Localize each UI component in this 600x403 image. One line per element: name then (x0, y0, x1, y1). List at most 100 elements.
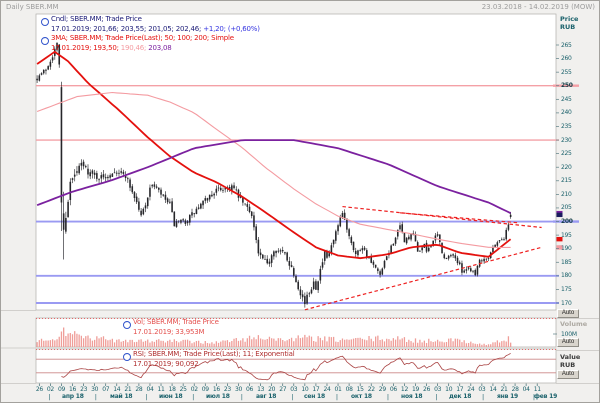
x-axis-month-label: ноя 18 (401, 393, 423, 400)
x-axis-month-separator: | (386, 392, 390, 401)
x-axis-month-label: дек 18 (449, 393, 472, 400)
x-axis-week-label: 12 (400, 385, 408, 393)
volume-auto-button[interactable]: Auto (557, 338, 579, 347)
price-axis-currency: RUB (560, 23, 576, 31)
axis-last-value-markers (556, 210, 563, 250)
x-axis-month-label: окт 18 (351, 393, 372, 400)
moving-average-100 (36, 91, 511, 248)
x-axis-week-label: 08 (345, 385, 353, 393)
price-auto-button[interactable]: Auto (557, 309, 579, 318)
x-axis-ticks (38, 383, 538, 386)
x-axis-week-label: 25 (179, 385, 187, 393)
candle-series-menu-icon[interactable]: ^ (41, 18, 49, 26)
ma-series-menu-icon[interactable]: ^ (41, 37, 49, 46)
rsi-legend-value: 17.01.2019; 90,092 (133, 359, 199, 368)
x-axis-month-label: май 18 (110, 393, 133, 400)
x-axis-week-label: 24 (467, 385, 475, 393)
x-axis-week-label: 04 (522, 385, 530, 393)
x-axis-week-label: 27 (279, 385, 287, 393)
panel-backgrounds (1, 13, 599, 384)
price-tick-label: 180 (561, 272, 572, 280)
x-axis-week-label: 01 (334, 385, 342, 393)
x-axis-month-separator: | (94, 392, 97, 401)
x-axis-month-separator: | (481, 392, 485, 401)
x-axis-week-label: 04 (146, 385, 154, 393)
chart-titlebar: Daily SBER.MM 23.03.2018 - 14.02.2019 (M… (1, 1, 599, 13)
rsi-series-menu-icon[interactable]: ^ (123, 353, 131, 361)
x-axis-week-label: 13 (257, 385, 265, 393)
x-axis-week-label: 30 (234, 385, 242, 393)
x-axis-week-label: 16 (69, 385, 77, 393)
price-axis-header: Price RUB (560, 15, 578, 31)
x-axis-week-label: 21 (124, 385, 132, 393)
ma50-last-value: 193,50; (93, 43, 119, 52)
x-axis-week-label: 22 (367, 385, 375, 393)
ma100-last-value: 190,46; (120, 43, 147, 52)
x-axis-week-label: 02 (190, 385, 198, 393)
volume-series-menu-icon[interactable]: ^ (123, 321, 131, 329)
price-tick-label: 215 (561, 177, 572, 185)
price-tick-label: 200 (561, 218, 573, 226)
rsi-axis-label-value: Value (560, 353, 581, 361)
x-axis-week-label: 18 (168, 385, 176, 393)
x-axis-week-label: 11 (533, 385, 541, 393)
x-axis-week-label: 29 (378, 385, 386, 393)
candlestick-series (36, 42, 512, 308)
price-tick-label: 175 (561, 285, 572, 293)
x-axis-month-separator: | (291, 392, 294, 401)
x-axis-week-label: 26 (423, 385, 431, 393)
price-tick-label: 230 (561, 136, 572, 144)
x-axis-week-label: 07 (102, 385, 110, 393)
x-axis-month-label: авг 18 (256, 393, 277, 400)
price-tick-label: 255 (561, 68, 572, 76)
price-tick-label: 225 (561, 150, 572, 158)
price-tick-label: 195 (561, 231, 572, 239)
price-tick-label: 205 (561, 204, 572, 212)
x-axis-month-separator: | (532, 392, 536, 401)
price-axis-ticks (556, 44, 559, 304)
x-axis-month-separator: | (192, 392, 195, 401)
x-axis-month-separator: | (435, 392, 438, 401)
x-axis-week-label: 06 (246, 385, 254, 393)
x-axis-month-separator: | (240, 392, 243, 401)
rsi-legend-title: RSI; SBER.MM; Trade Price(Last); 11; Exp… (133, 350, 295, 358)
candle-legend-title: Cndl; SBER.MM; Trade Price (51, 15, 142, 23)
price-tick-label: 245 (561, 95, 572, 103)
rsi-auto-button[interactable]: Auto (557, 370, 579, 379)
price-tick-label: 235 (561, 122, 572, 130)
x-axis-month-separator: | (335, 392, 339, 401)
x-axis-week-label: 17 (456, 385, 464, 393)
candle-legend-values: 17.01.2019; 201,66; 203,55; 201,05; 202,… (51, 24, 202, 33)
x-axis-week-label: 14 (489, 385, 497, 393)
x-axis-week-label: 28 (511, 385, 519, 393)
price-tick-label: 210 (561, 190, 572, 198)
x-axis-week-label: 16 (212, 385, 220, 393)
volume-legend-title: Vol; SBER.MM; Trade Price (133, 318, 219, 326)
x-axis-month-label: янв 19 (497, 393, 519, 400)
price-tick-label: 250 (561, 82, 573, 90)
ma200-last-value: 203,08 (148, 43, 172, 52)
volume-axis-label: Volume (560, 320, 588, 328)
x-axis-week-label: 19 (411, 385, 420, 393)
x-axis-week-label: 09 (201, 385, 209, 393)
rsi-axis-label-currency: RUB (560, 361, 576, 369)
x-axis-month-separator: | (48, 392, 51, 401)
x-axis-week-label: 17 (312, 385, 320, 393)
x-axis-week-label: 10 (301, 385, 309, 393)
x-axis-week-label: 02 (46, 385, 54, 393)
x-axis-week-label: 23 (223, 385, 231, 393)
rsi-legend: ^ RSI; SBER.MM; Trade Price(Last); 11; Ex… (123, 350, 295, 369)
x-axis-week-label: 24 (323, 385, 331, 393)
x-axis-week-label: 28 (135, 385, 143, 393)
trendlines (304, 205, 542, 311)
price-tick-label: 170 (561, 299, 572, 307)
x-axis-week-label: 26 (35, 385, 43, 393)
price-tick-label: 260 (561, 55, 572, 63)
x-axis-month-label: сен 18 (304, 393, 326, 400)
price-tick-label: 220 (561, 163, 572, 171)
volume-legend: ^ Vol; SBER.MM; Trade Price 17.01.2019; 3… (123, 318, 219, 337)
x-axis-month-label: июн 18 (159, 393, 183, 400)
volume-bars (36, 327, 557, 347)
rsi-indicator (36, 353, 556, 381)
